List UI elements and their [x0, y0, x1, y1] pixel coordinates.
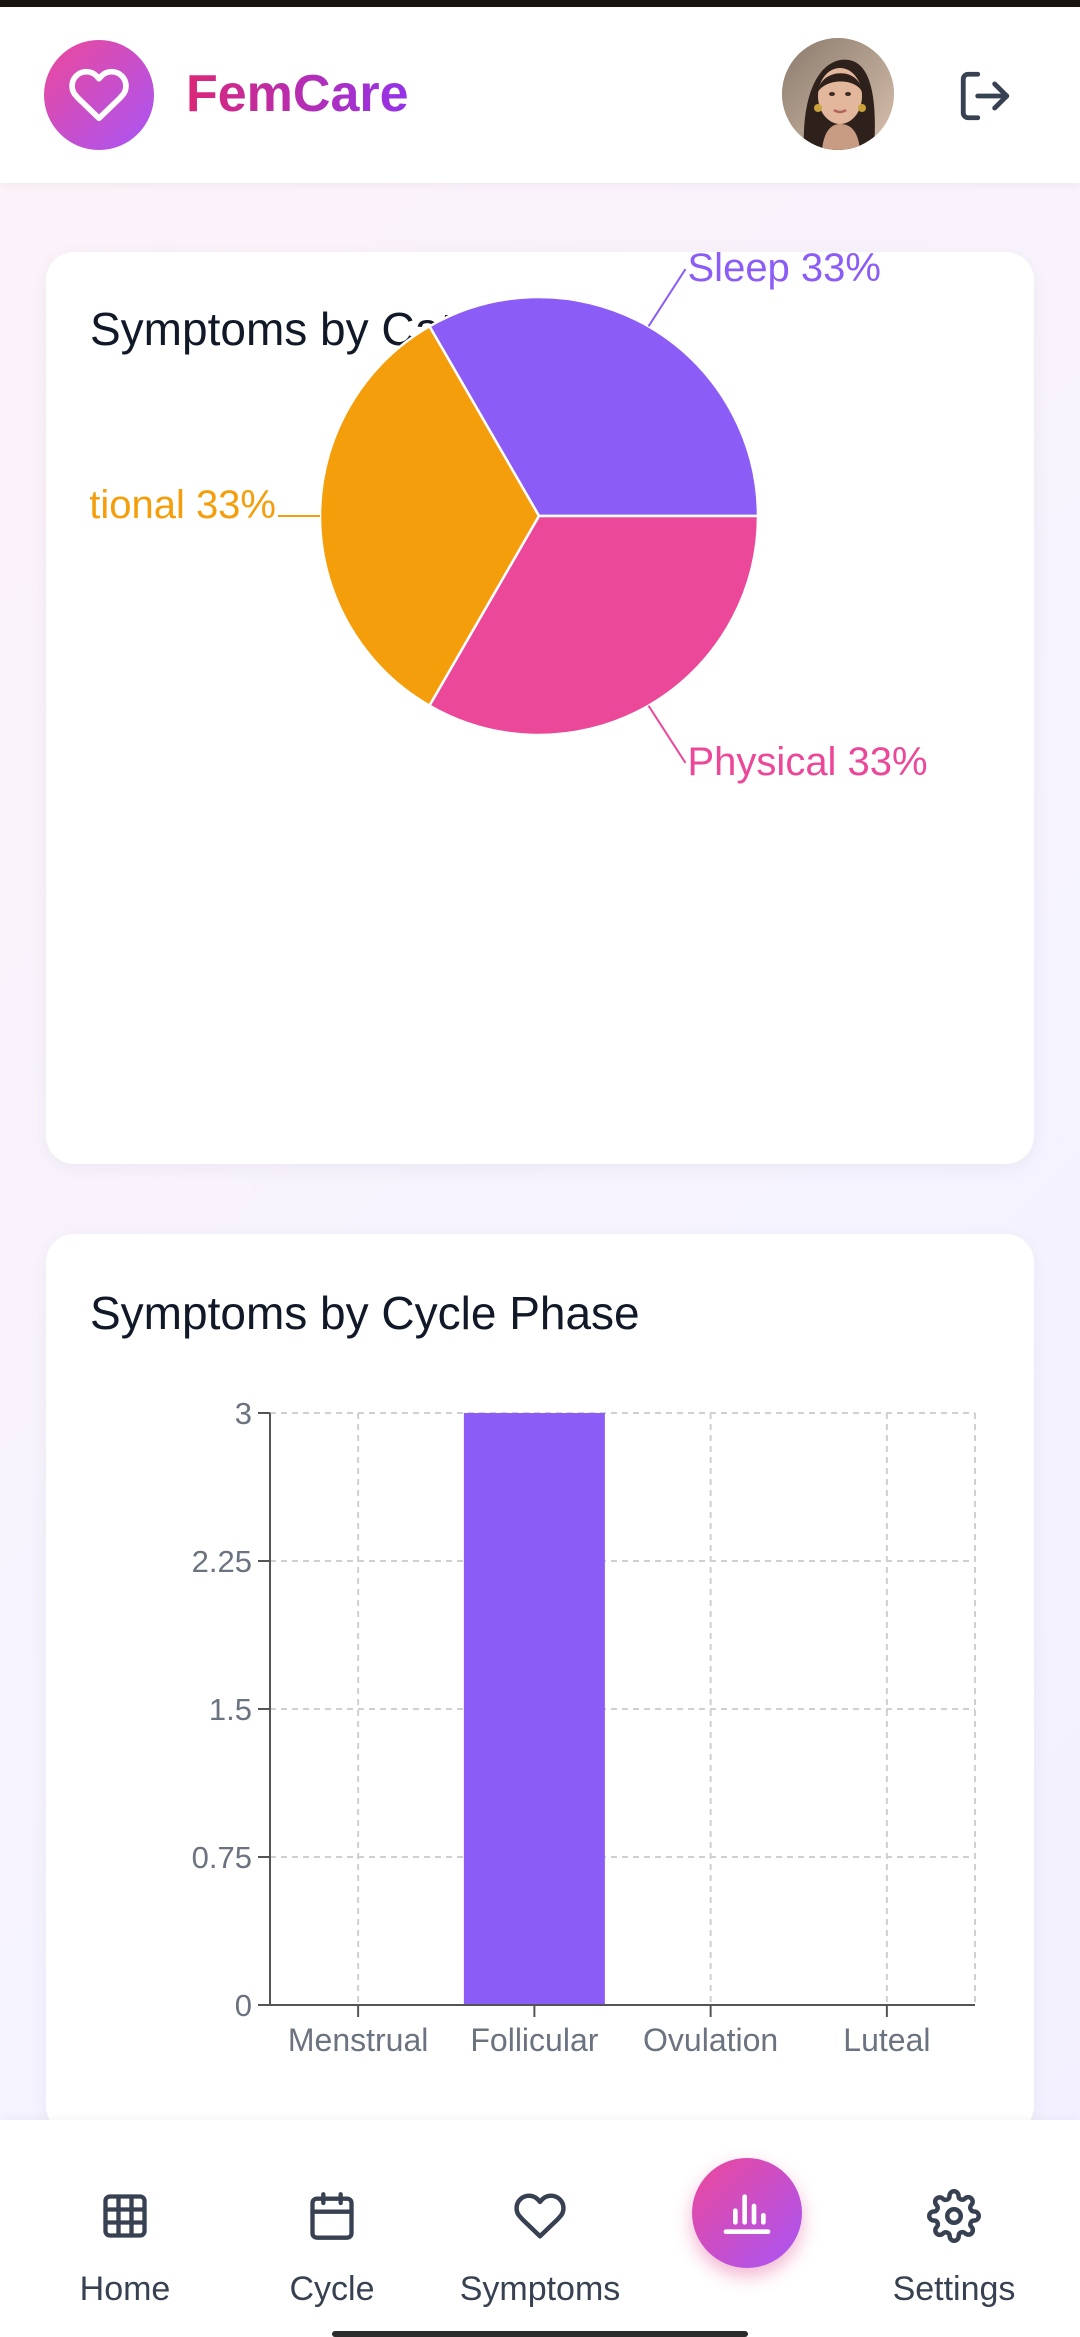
bar-chart: 0 0.75 1.5 2.25 3 Menstrual Follicular Ovulatio…: [192, 1396, 976, 2058]
app-header: FemCare: [0, 7, 1080, 183]
y-tick-label: 1.5: [209, 1692, 252, 1727]
app-name: FemCare: [186, 63, 409, 125]
x-tick-label: Ovulation: [643, 2022, 778, 2058]
symptoms-by-phase-card: Symptoms by Cycle Phase 0 0.75 1.5 2.25 3 Men…: [46, 1234, 1034, 2134]
x-tick-label: Luteal: [843, 2022, 930, 2058]
avatar-image: [782, 38, 894, 150]
y-tick-label: 0: [235, 1988, 252, 2023]
nav-label: Home: [79, 2270, 171, 2308]
avatar[interactable]: [782, 38, 894, 150]
nav-label: Symptoms: [459, 2270, 621, 2308]
y-tick-label: 3: [235, 1396, 252, 1431]
bar-follicular[interactable]: [463, 1413, 605, 2005]
app-logo[interactable]: [44, 40, 154, 150]
home-indicator: [332, 2331, 748, 2337]
nav-label: Cycle: [289, 2270, 375, 2308]
logout-button[interactable]: [950, 61, 1020, 131]
symptoms-by-category-card: Symptoms by Category Sleep 33%Emotional …: [46, 252, 1034, 1164]
gear-icon: [926, 2188, 982, 2244]
bottom-nav: Home Cycle Symptoms: [0, 2120, 1080, 2337]
pie-slice-label: Emotional 33%: [46, 483, 276, 527]
x-tick-label: Menstrual: [288, 2022, 429, 2058]
pie-slice-label: Sleep 33%: [688, 252, 881, 290]
pie-label-leader: [647, 268, 687, 327]
nav-item-settings[interactable]: Settings: [884, 2120, 1024, 2337]
x-tick-label: Follicular: [470, 2022, 598, 2058]
y-tick-label: 0.75: [192, 1840, 252, 1875]
card-title: Symptoms by Cycle Phase: [90, 1287, 640, 1339]
pie-label-leader: [647, 705, 687, 764]
nav-label: Settings: [892, 2270, 1016, 2308]
logout-icon: [960, 71, 1010, 121]
grid-icon: [97, 2188, 153, 2244]
nav-item-analytics[interactable]: [692, 2158, 802, 2268]
nav-item-home[interactable]: Home: [55, 2120, 195, 2337]
status-bar: [0, 0, 1080, 7]
y-tick-label: 2.25: [192, 1544, 252, 1579]
pie-slice-label: Physical 33%: [688, 740, 928, 784]
heart-icon: [69, 68, 129, 122]
bar-chart-icon: [723, 2194, 771, 2234]
nav-item-cycle[interactable]: Cycle: [262, 2120, 402, 2337]
calendar-icon: [304, 2188, 360, 2244]
heart-icon: [512, 2188, 568, 2244]
nav-item-symptoms[interactable]: Symptoms: [440, 2120, 640, 2337]
pie-chart: Sleep 33% Emotional 33% Physical 33%: [46, 252, 928, 784]
